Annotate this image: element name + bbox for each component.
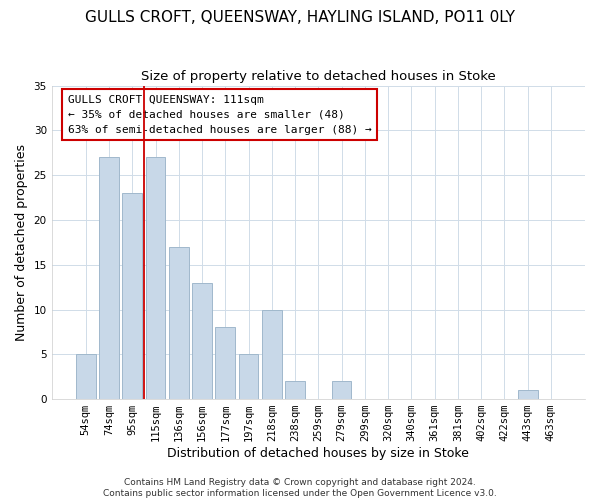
Bar <box>122 193 142 399</box>
Bar <box>192 282 212 399</box>
Y-axis label: Number of detached properties: Number of detached properties <box>15 144 28 341</box>
Bar <box>169 247 188 399</box>
X-axis label: Distribution of detached houses by size in Stoke: Distribution of detached houses by size … <box>167 447 469 460</box>
Text: Contains HM Land Registry data © Crown copyright and database right 2024.
Contai: Contains HM Land Registry data © Crown c… <box>103 478 497 498</box>
Title: Size of property relative to detached houses in Stoke: Size of property relative to detached ho… <box>141 70 496 83</box>
Bar <box>146 157 166 399</box>
Bar <box>285 381 305 399</box>
Bar <box>518 390 538 399</box>
Text: GULLS CROFT, QUEENSWAY, HAYLING ISLAND, PO11 0LY: GULLS CROFT, QUEENSWAY, HAYLING ISLAND, … <box>85 10 515 25</box>
Bar <box>239 354 259 399</box>
Bar <box>99 157 119 399</box>
Bar <box>76 354 95 399</box>
Text: GULLS CROFT QUEENSWAY: 111sqm
← 35% of detached houses are smaller (48)
63% of s: GULLS CROFT QUEENSWAY: 111sqm ← 35% of d… <box>68 95 371 134</box>
Bar <box>262 310 282 399</box>
Bar <box>332 381 352 399</box>
Bar <box>215 328 235 399</box>
